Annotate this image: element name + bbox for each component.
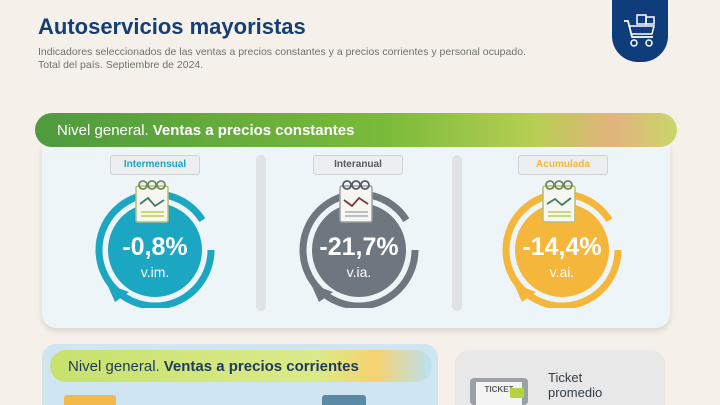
- ticket-tag-icon: [510, 388, 524, 398]
- column-divider: [452, 155, 462, 311]
- calendar-chart-icon: [339, 180, 373, 223]
- indicator-tag-interanual: Interanual: [313, 155, 403, 175]
- indicator-tag-intermensual: Intermensual: [110, 155, 200, 175]
- indicator-value-acumulada: -14,4%: [522, 233, 602, 261]
- banner-label-light: Nivel general.: [57, 121, 149, 139]
- indicator-unit-intermensual: v.im.: [140, 264, 170, 280]
- indicator-value-interanual: -21,7%: [319, 233, 399, 261]
- indicator-unit-interanual: v.ia.: [346, 264, 372, 280]
- ticket-label-line2: promedio: [548, 385, 603, 400]
- page-subtitle-line2: Total del país. Septiembre de 2024.: [38, 59, 204, 71]
- column-divider: [256, 155, 266, 311]
- indicator-unit-acumulada: v.ai.: [549, 264, 575, 280]
- ticket-label-line1: Ticket: [548, 370, 583, 385]
- ticket-icon: TICKET: [470, 378, 528, 405]
- calendar-chart-icon: [542, 180, 576, 223]
- logo-badge: [612, 0, 668, 62]
- shopping-cart-icon: [624, 14, 655, 47]
- banner-label-light: Nivel general.: [68, 357, 160, 375]
- banner-label-bold: Ventas a precios constantes: [152, 121, 355, 139]
- page-title: Autoservicios mayoristas: [38, 14, 306, 39]
- indicator-value-intermensual: -0,8%: [122, 233, 188, 261]
- page-subtitle-line1: Indicadores seleccionados de las ventas …: [38, 46, 526, 58]
- constant-prices-banner: Nivel general. Ventas a precios constant…: [35, 113, 677, 147]
- banner-label-bold: Ventas a precios corrientes: [163, 357, 359, 375]
- indicator-tag-acumulada: Acumulada: [518, 155, 608, 175]
- current-prices-banner: Nivel general. Ventas a precios corrient…: [50, 350, 432, 382]
- document-icon: [322, 395, 366, 405]
- ticket-icon-text: TICKET: [484, 385, 514, 394]
- calendar-chart-icon: [135, 180, 169, 223]
- folder-icon: [64, 395, 116, 405]
